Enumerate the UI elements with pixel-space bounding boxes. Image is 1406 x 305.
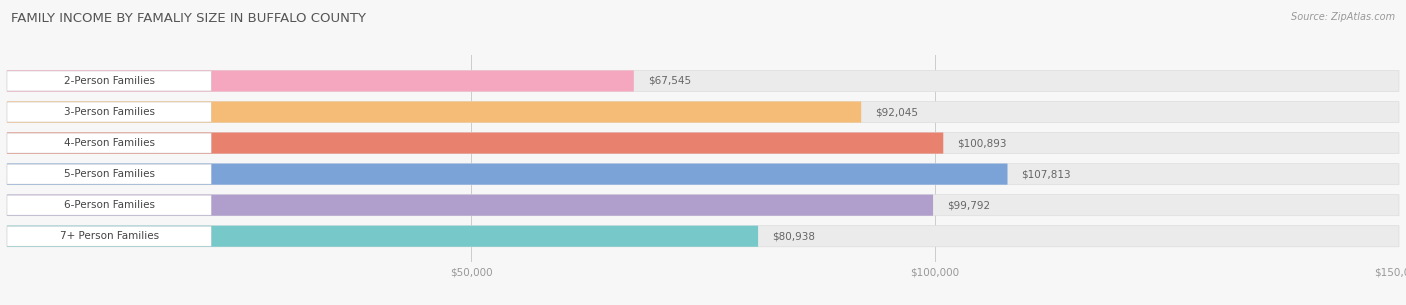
Text: 6-Person Families: 6-Person Families xyxy=(63,200,155,210)
Text: $99,792: $99,792 xyxy=(948,200,990,210)
Text: $80,938: $80,938 xyxy=(772,231,815,241)
Text: 3-Person Families: 3-Person Families xyxy=(63,107,155,117)
FancyBboxPatch shape xyxy=(7,102,211,122)
FancyBboxPatch shape xyxy=(7,226,758,247)
FancyBboxPatch shape xyxy=(7,132,943,154)
Text: Source: ZipAtlas.com: Source: ZipAtlas.com xyxy=(1291,12,1395,22)
FancyBboxPatch shape xyxy=(7,195,934,216)
Text: $107,813: $107,813 xyxy=(1021,169,1071,179)
FancyBboxPatch shape xyxy=(7,102,860,123)
Text: $92,045: $92,045 xyxy=(875,107,918,117)
Text: $100,893: $100,893 xyxy=(957,138,1007,148)
Text: $67,545: $67,545 xyxy=(648,76,690,86)
FancyBboxPatch shape xyxy=(7,163,1008,185)
FancyBboxPatch shape xyxy=(7,164,211,184)
Text: 2-Person Families: 2-Person Families xyxy=(63,76,155,86)
FancyBboxPatch shape xyxy=(7,163,1399,185)
FancyBboxPatch shape xyxy=(7,102,1399,123)
FancyBboxPatch shape xyxy=(7,195,1399,216)
FancyBboxPatch shape xyxy=(7,70,1399,92)
FancyBboxPatch shape xyxy=(7,133,211,153)
Text: 5-Person Families: 5-Person Families xyxy=(63,169,155,179)
Text: 4-Person Families: 4-Person Families xyxy=(63,138,155,148)
FancyBboxPatch shape xyxy=(7,71,211,91)
Text: FAMILY INCOME BY FAMALIY SIZE IN BUFFALO COUNTY: FAMILY INCOME BY FAMALIY SIZE IN BUFFALO… xyxy=(11,12,366,25)
FancyBboxPatch shape xyxy=(7,195,211,215)
Text: 7+ Person Families: 7+ Person Families xyxy=(59,231,159,241)
FancyBboxPatch shape xyxy=(7,132,1399,154)
FancyBboxPatch shape xyxy=(7,226,1399,247)
FancyBboxPatch shape xyxy=(7,70,634,92)
FancyBboxPatch shape xyxy=(7,226,211,246)
